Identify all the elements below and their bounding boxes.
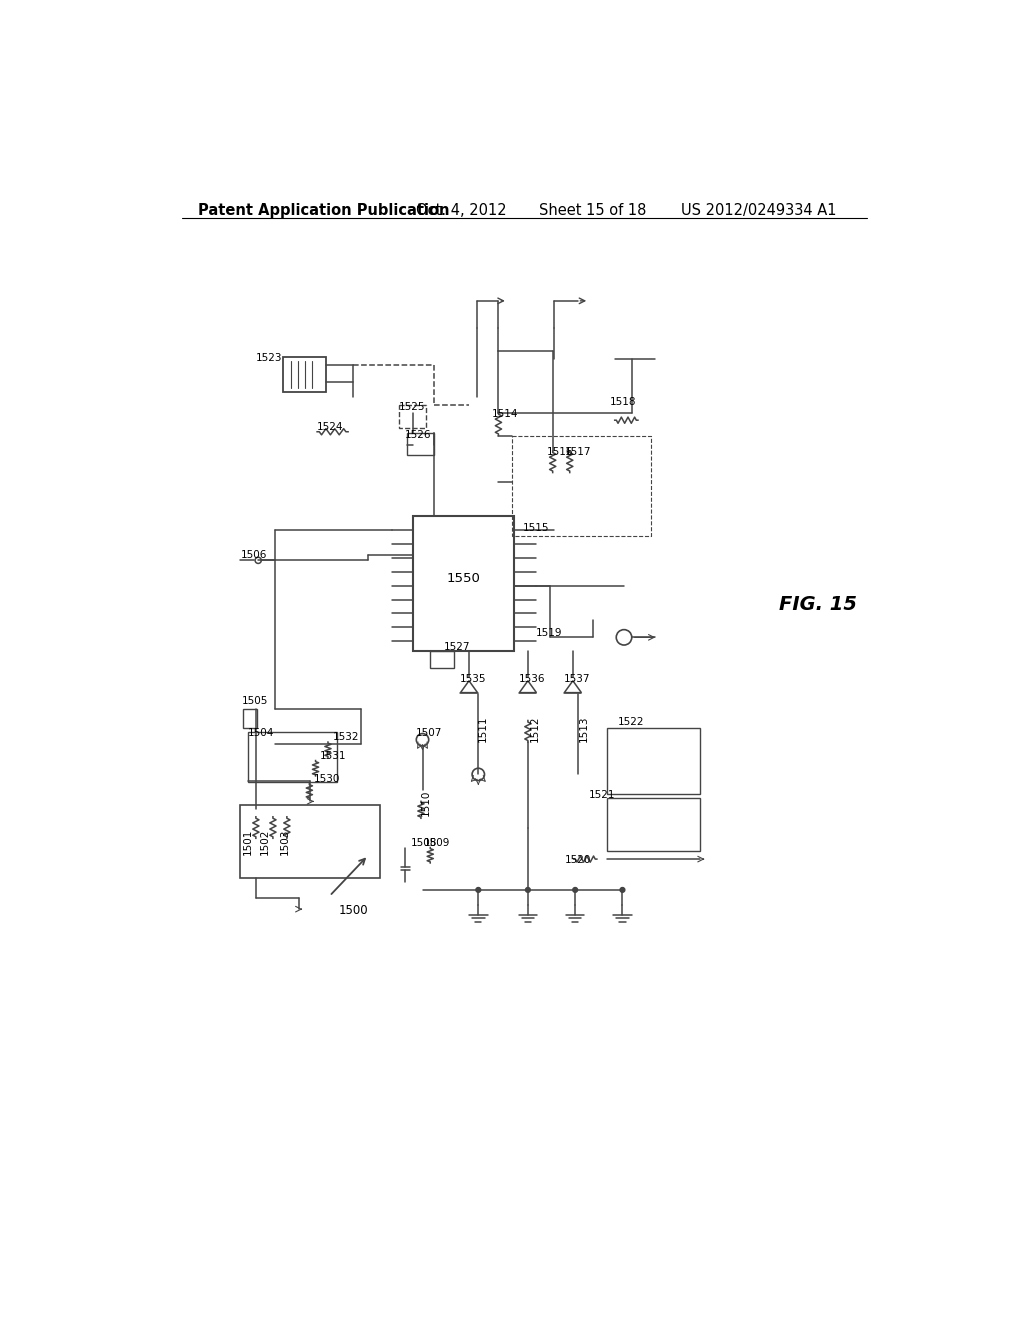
Bar bbox=[241, 805, 380, 878]
Text: 1513: 1513 bbox=[579, 715, 589, 742]
Text: 1519: 1519 bbox=[536, 628, 562, 638]
Bar bbox=[512, 436, 651, 536]
Text: 1523: 1523 bbox=[256, 354, 283, 363]
Text: 1508: 1508 bbox=[411, 838, 437, 849]
Bar bbox=[283, 358, 326, 392]
Bar bbox=[399, 405, 426, 428]
Bar bbox=[243, 709, 257, 729]
Text: US 2012/0249334 A1: US 2012/0249334 A1 bbox=[681, 203, 837, 218]
Text: 1507: 1507 bbox=[417, 729, 442, 738]
Text: 1536: 1536 bbox=[518, 675, 545, 684]
Text: 1527: 1527 bbox=[444, 642, 471, 652]
Text: 1537: 1537 bbox=[563, 675, 590, 684]
Text: 1501: 1501 bbox=[243, 829, 253, 854]
Text: 1512: 1512 bbox=[529, 715, 540, 742]
Circle shape bbox=[476, 887, 480, 892]
Text: 1514: 1514 bbox=[493, 409, 519, 418]
Text: Patent Application Publication: Patent Application Publication bbox=[198, 203, 450, 218]
Text: Sheet 15 of 18: Sheet 15 of 18 bbox=[539, 203, 646, 218]
Bar bbox=[248, 733, 337, 781]
Text: 1504: 1504 bbox=[248, 729, 274, 738]
Text: 1532: 1532 bbox=[333, 733, 359, 742]
Circle shape bbox=[621, 887, 625, 892]
Text: 1525: 1525 bbox=[399, 401, 426, 412]
Text: 1515: 1515 bbox=[523, 523, 550, 532]
Text: 1511: 1511 bbox=[478, 715, 488, 742]
Text: 1531: 1531 bbox=[321, 751, 347, 762]
Text: Oct. 4, 2012: Oct. 4, 2012 bbox=[417, 203, 507, 218]
Text: FIG. 15: FIG. 15 bbox=[779, 595, 857, 615]
Bar bbox=[607, 729, 700, 793]
Circle shape bbox=[572, 887, 578, 892]
Circle shape bbox=[525, 887, 530, 892]
Bar bbox=[407, 433, 434, 455]
Text: 1503: 1503 bbox=[280, 829, 290, 854]
Text: 1502: 1502 bbox=[260, 829, 269, 854]
Text: 1500: 1500 bbox=[339, 904, 369, 917]
Text: 1521: 1521 bbox=[589, 789, 614, 800]
Text: 1516: 1516 bbox=[547, 447, 573, 457]
Bar bbox=[430, 651, 454, 668]
Text: 1509: 1509 bbox=[424, 838, 451, 849]
Text: 1524: 1524 bbox=[317, 422, 344, 432]
Text: 1526: 1526 bbox=[404, 430, 431, 440]
Text: 1530: 1530 bbox=[314, 775, 340, 784]
Text: 1506: 1506 bbox=[241, 549, 266, 560]
Text: 1550: 1550 bbox=[446, 573, 480, 585]
Text: 1520: 1520 bbox=[565, 855, 592, 865]
Text: 1505: 1505 bbox=[242, 696, 268, 706]
Text: 1535: 1535 bbox=[460, 675, 486, 684]
Text: 1517: 1517 bbox=[565, 447, 592, 457]
Bar bbox=[607, 797, 700, 851]
Text: 1522: 1522 bbox=[617, 718, 644, 727]
Bar bbox=[414, 516, 514, 651]
Text: 1510: 1510 bbox=[421, 789, 431, 816]
Text: 1518: 1518 bbox=[610, 397, 637, 407]
